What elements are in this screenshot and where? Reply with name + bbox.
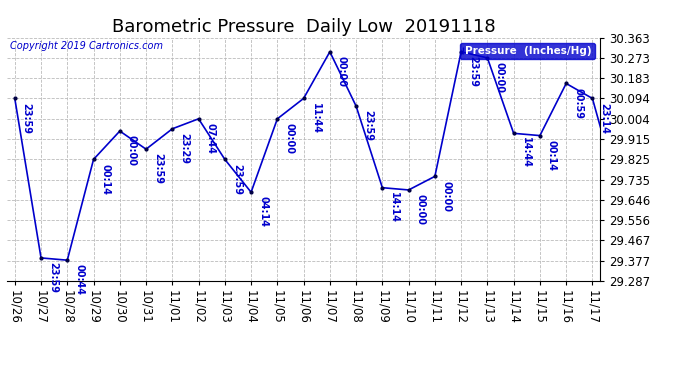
- Text: 00:00: 00:00: [284, 123, 295, 154]
- Text: 00:14: 00:14: [101, 164, 110, 195]
- Text: 23:59: 23:59: [153, 153, 163, 184]
- Text: 00:00: 00:00: [127, 135, 137, 166]
- Text: 23:59: 23:59: [21, 103, 32, 134]
- Text: 14:14: 14:14: [389, 192, 400, 223]
- Text: 04:14: 04:14: [258, 196, 268, 227]
- Text: 00:00: 00:00: [337, 56, 347, 87]
- Text: 00:00: 00:00: [442, 180, 452, 212]
- Text: 11:44: 11:44: [310, 103, 321, 134]
- Text: 07:44: 07:44: [206, 123, 215, 154]
- Text: 23:59: 23:59: [0, 374, 1, 375]
- Title: Barometric Pressure  Daily Low  20191118: Barometric Pressure Daily Low 20191118: [112, 18, 495, 36]
- Legend: Pressure  (Inches/Hg): Pressure (Inches/Hg): [460, 43, 595, 59]
- Text: Copyright 2019 Cartronics.com: Copyright 2019 Cartronics.com: [10, 41, 163, 51]
- Text: 23:59: 23:59: [232, 164, 241, 195]
- Text: 00:44: 00:44: [75, 264, 84, 296]
- Text: 00:00: 00:00: [494, 62, 504, 93]
- Text: 23:14: 23:14: [600, 103, 609, 134]
- Text: 23:59: 23:59: [48, 262, 58, 293]
- Text: 00:59: 00:59: [573, 88, 583, 118]
- Text: 00:00: 00:00: [415, 194, 426, 225]
- Text: 00:14: 00:14: [547, 140, 557, 171]
- Text: 23:59: 23:59: [468, 56, 478, 87]
- Text: 23:59: 23:59: [363, 110, 373, 141]
- Text: 23:29: 23:29: [179, 133, 189, 164]
- Text: 14:44: 14:44: [520, 138, 531, 168]
